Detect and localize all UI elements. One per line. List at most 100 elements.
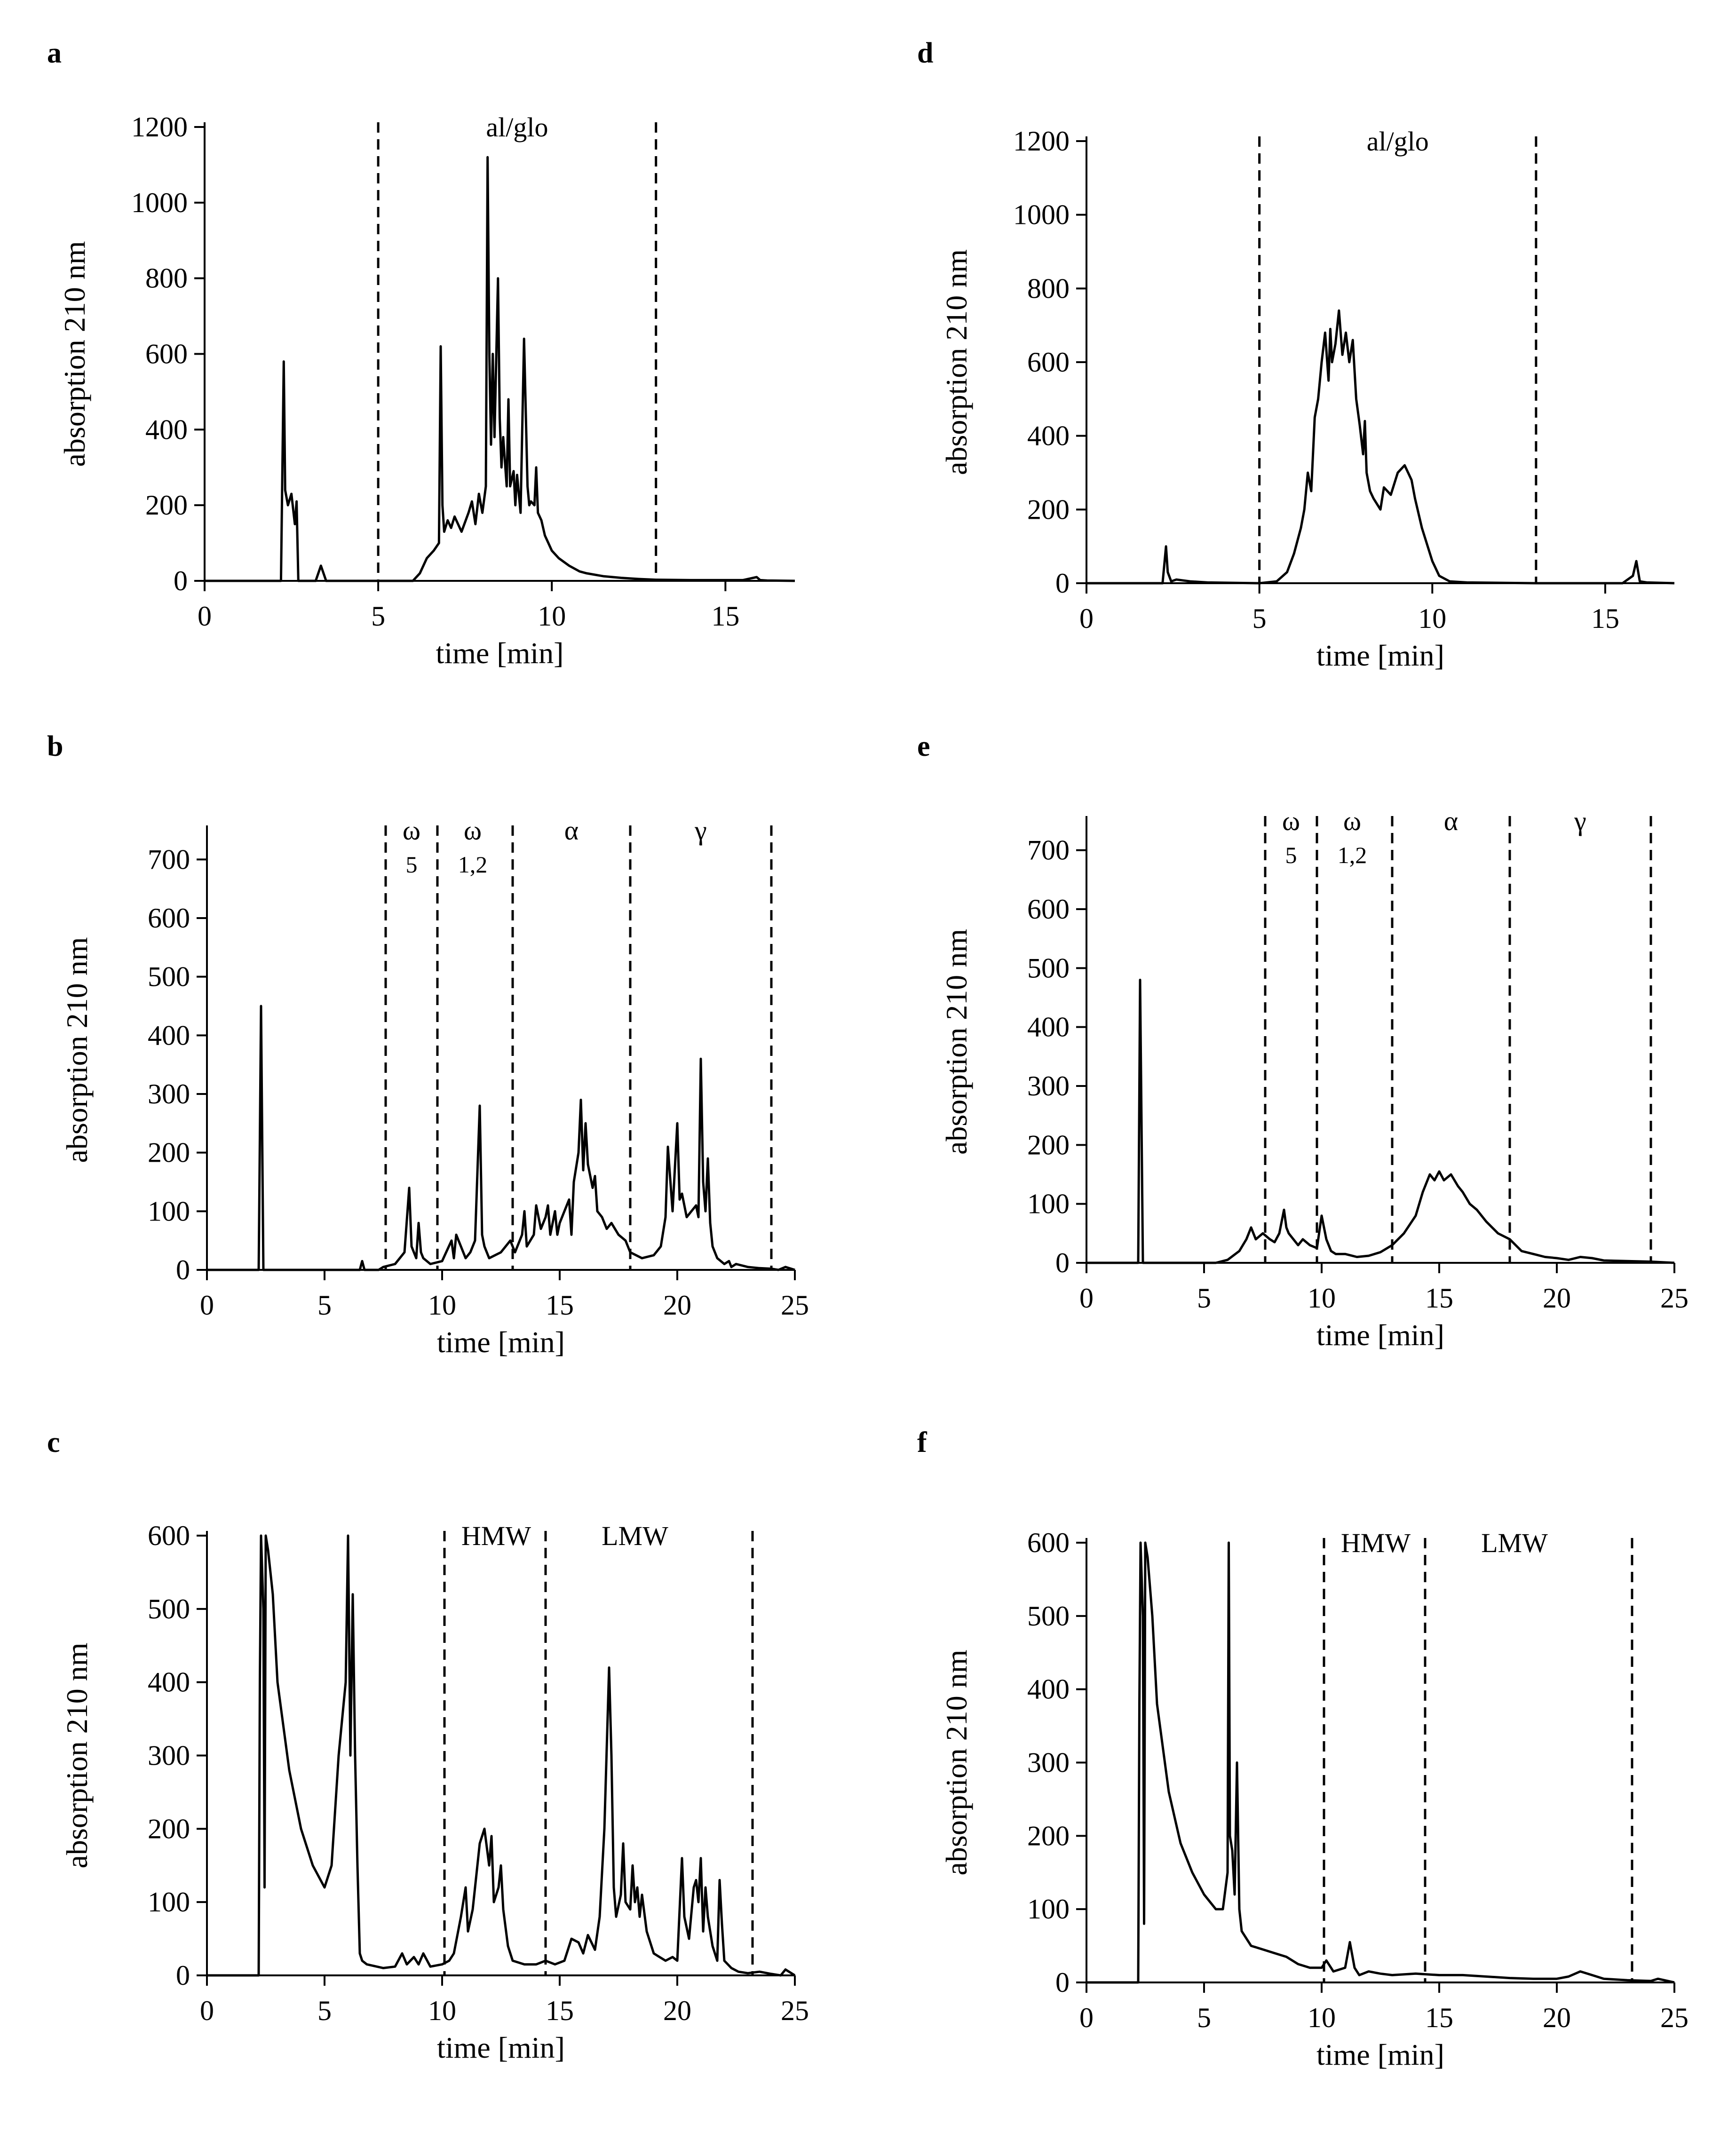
y-tick-label: 0 — [176, 1960, 190, 1991]
x-tick-label: 15 — [546, 1995, 574, 2026]
y-tick-label: 1000 — [1013, 199, 1070, 230]
y-tick-label: 200 — [1027, 1129, 1070, 1160]
y-tick-label: 600 — [1027, 1527, 1070, 1558]
y-tick-label: 0 — [1055, 1967, 1070, 1998]
x-axis-title: time [min] — [1316, 2038, 1444, 2071]
x-tick-label: 0 — [200, 1290, 214, 1321]
y-tick-label: 800 — [1027, 273, 1070, 304]
x-tick-label: 5 — [317, 1290, 332, 1321]
region-label: HMW — [461, 1521, 531, 1551]
series-line-chromatogram — [1086, 978, 1675, 1264]
chart-c: 0 100 200 300 400 500 600 0 5 10 15 20 25 time [min] a… — [60, 1520, 809, 2064]
x-tick-label: 10 — [428, 1995, 456, 2026]
x-tick-label: 20 — [1543, 1283, 1571, 1314]
y-tick-label: 200 — [145, 490, 188, 521]
y-tick-label: 200 — [148, 1813, 190, 1844]
x-tick-label: 5 — [371, 601, 385, 632]
panel-letter-f: f — [917, 1427, 927, 1458]
y-tick-label: 400 — [1027, 1674, 1070, 1705]
y-tick-label: 0 — [174, 565, 188, 596]
x-tick-label: 0 — [198, 601, 212, 632]
x-tick-label: 25 — [1660, 1283, 1688, 1314]
x-tick-label: 15 — [711, 601, 739, 632]
y-axis-title: absorption 210 nm — [940, 249, 973, 475]
y-tick-label: 600 — [145, 339, 188, 370]
region-label: γ — [694, 815, 707, 846]
region-label: ω — [1282, 806, 1300, 836]
y-axis-title: absorption 210 nm — [940, 1650, 973, 1876]
y-tick-label: 200 — [148, 1137, 190, 1168]
x-axis-title: time [min] — [437, 2031, 565, 2064]
y-tick-label: 400 — [1027, 420, 1070, 452]
x-axis-title: time [min] — [436, 636, 564, 670]
panel-letter-e: e — [917, 730, 930, 762]
x-tick-label: 10 — [428, 1290, 456, 1321]
y-tick-label: 100 — [1027, 1189, 1070, 1220]
y-tick-label: 500 — [148, 1593, 190, 1625]
region-label: al/glo — [486, 112, 548, 143]
y-tick-label: 300 — [148, 1078, 190, 1110]
region-sublabel: 5 — [1285, 842, 1297, 868]
x-axis-title: time [min] — [1316, 1318, 1444, 1352]
series-line-chromatogram — [207, 1534, 796, 1977]
region-label: γ — [1574, 806, 1586, 836]
series-line-chromatogram — [1086, 1541, 1675, 1984]
x-tick-label: 25 — [781, 1290, 809, 1321]
y-axis-title: absorption 210 nm — [60, 1643, 94, 1869]
x-tick-label: 15 — [1425, 2002, 1453, 2033]
y-tick-label: 600 — [148, 1520, 190, 1551]
y-tick-label: 0 — [1055, 568, 1070, 599]
y-tick-label: 100 — [1027, 1894, 1070, 1925]
y-tick-label: 300 — [1027, 1747, 1070, 1778]
y-axis-title: absorption 210 nm — [60, 937, 94, 1163]
series-line-chromatogram — [207, 1005, 795, 1271]
x-tick-label: 5 — [317, 1995, 332, 2026]
region-label: α — [1444, 806, 1458, 836]
series-line-chromatogram — [1086, 309, 1675, 585]
region-label: α — [564, 815, 579, 846]
x-axis-title: time [min] — [1316, 639, 1444, 672]
y-tick-label: 400 — [1027, 1012, 1070, 1043]
y-tick-label: 1200 — [131, 111, 188, 143]
panel-letter-b: b — [47, 730, 63, 762]
x-axis-title: time [min] — [437, 1325, 565, 1359]
x-tick-label: 25 — [1660, 2002, 1688, 2033]
chart-a: 0 200 400 600 800 1000 1200 0 5 10 15 time [min] abs… — [58, 111, 795, 670]
y-tick-label: 1200 — [1013, 126, 1070, 157]
chart-d: 0 200 400 600 800 1000 1200 0 5 10 15 time [min] abs… — [940, 126, 1675, 672]
region-label: ω — [1343, 806, 1361, 836]
region-label: HMW — [1341, 1528, 1411, 1558]
panel-letter-a: a — [47, 37, 62, 69]
region-label: ω — [464, 815, 482, 846]
chart-e: 0 100 200 300 400 500 600 700 0 5 10 15 20 25 time [mi… — [940, 806, 1688, 1352]
y-tick-label: 700 — [148, 844, 190, 875]
x-tick-label: 0 — [200, 1995, 214, 2026]
region-sublabel: 1,2 — [458, 851, 488, 878]
y-tick-label: 700 — [1027, 835, 1070, 866]
y-tick-label: 600 — [1027, 894, 1070, 925]
x-tick-label: 20 — [663, 1290, 691, 1321]
y-tick-label: 400 — [148, 1020, 190, 1051]
x-tick-label: 10 — [1308, 2002, 1336, 2033]
y-tick-label: 600 — [148, 903, 190, 934]
region-sublabel: 1,2 — [1338, 842, 1367, 868]
x-tick-label: 5 — [1197, 2002, 1211, 2033]
region-label: LMW — [1481, 1528, 1548, 1558]
panel-letter-d: d — [917, 37, 934, 69]
panel-letter-c: c — [47, 1427, 60, 1458]
y-axis-title: absorption 210 nm — [58, 241, 91, 467]
x-tick-label: 0 — [1079, 603, 1094, 634]
x-tick-label: 0 — [1079, 2002, 1094, 2033]
region-sublabel: 5 — [406, 851, 418, 878]
region-label: LMW — [602, 1521, 668, 1551]
x-tick-label: 5 — [1252, 603, 1267, 634]
y-axis-title: absorption 210 nm — [940, 929, 973, 1155]
x-tick-label: 20 — [1543, 2002, 1571, 2033]
x-tick-label: 15 — [1591, 603, 1619, 634]
x-tick-label: 0 — [1079, 1283, 1094, 1314]
x-tick-label: 20 — [663, 1995, 691, 2026]
chart-b: 0 100 200 300 400 500 600 700 0 5 10 15 20 25 time [mi… — [60, 815, 809, 1359]
region-label: al/glo — [1367, 126, 1429, 157]
x-tick-label: 15 — [546, 1290, 574, 1321]
